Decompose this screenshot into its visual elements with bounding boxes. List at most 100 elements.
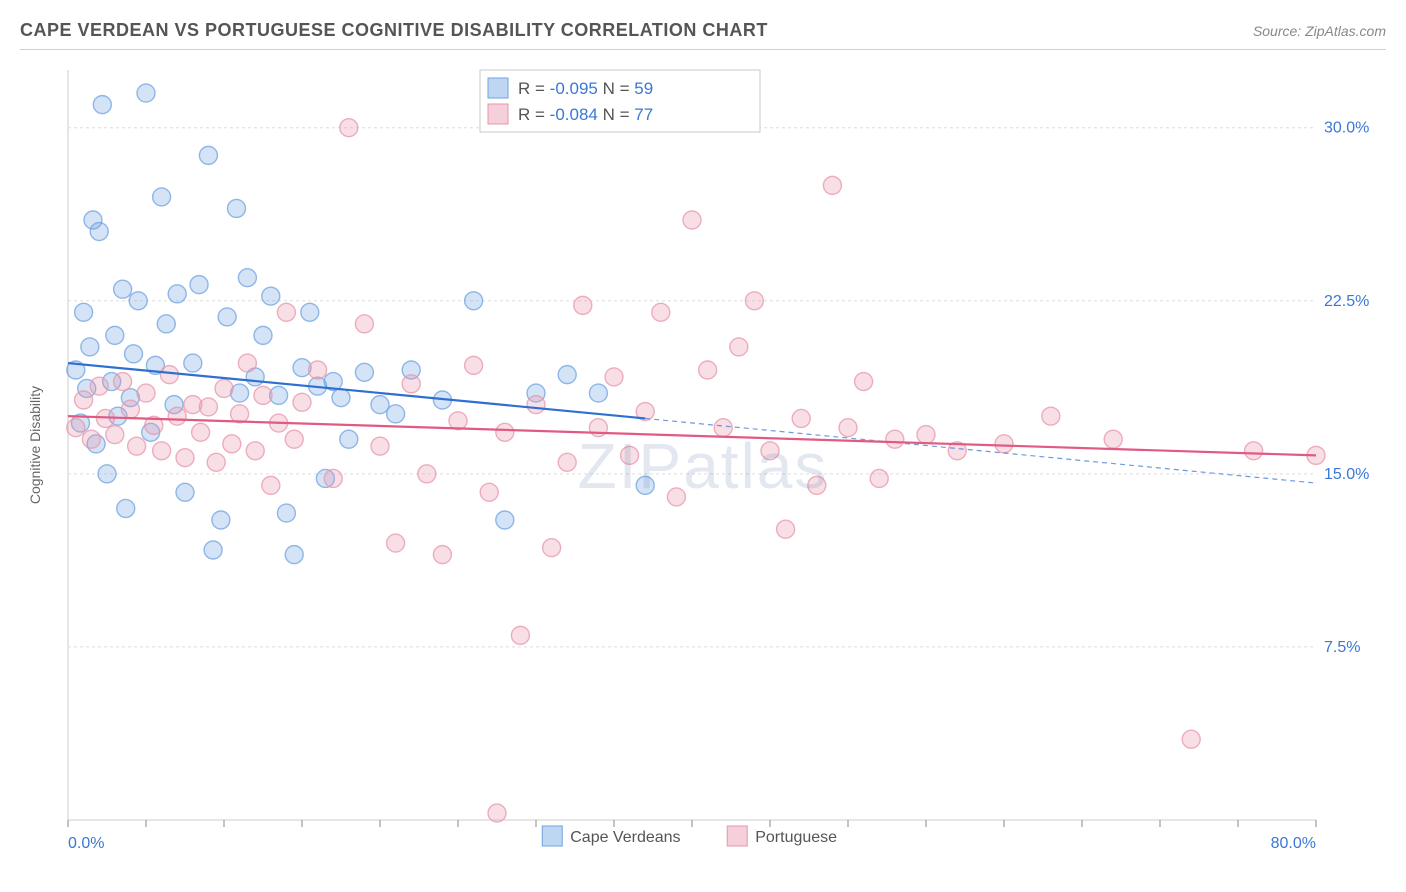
scatter-point (106, 326, 124, 344)
bottom-legend-label: Portuguese (755, 829, 837, 846)
source-name: ZipAtlas.com (1305, 23, 1386, 39)
source-prefix: Source: (1253, 23, 1305, 39)
scatter-point (1245, 442, 1263, 460)
scatter-point (683, 211, 701, 229)
scatter-point (745, 292, 763, 310)
scatter-point (371, 396, 389, 414)
scatter-point (254, 326, 272, 344)
scatter-point (1182, 730, 1200, 748)
y-grid-label: 30.0% (1324, 120, 1369, 137)
scatter-point (238, 354, 256, 372)
scatter-point (488, 804, 506, 822)
chart-title: CAPE VERDEAN VS PORTUGUESE COGNITIVE DIS… (20, 20, 768, 41)
scatter-point (160, 366, 178, 384)
scatter-point (90, 377, 108, 395)
legend-stats-row: R = -0.095 N = 59 (518, 79, 653, 98)
bottom-legend-swatch (727, 826, 747, 846)
scatter-point (204, 541, 222, 559)
scatter-point (730, 338, 748, 356)
chart-header: CAPE VERDEAN VS PORTUGUESE COGNITIVE DIS… (20, 20, 1386, 50)
scatter-point (433, 546, 451, 564)
scatter-point (839, 419, 857, 437)
scatter-point (340, 119, 358, 137)
scatter-point (212, 511, 230, 529)
chart-source: Source: ZipAtlas.com (1253, 23, 1386, 39)
scatter-point (355, 315, 373, 333)
scatter-point (184, 354, 202, 372)
bottom-legend-swatch (542, 826, 562, 846)
x-min-label: 0.0% (68, 835, 104, 852)
scatter-point (238, 269, 256, 287)
scatter-point (199, 398, 217, 416)
scatter-point (215, 379, 233, 397)
scatter-point (496, 423, 514, 441)
scatter-point (340, 430, 358, 448)
scatter-point (277, 303, 295, 321)
y-grid-label: 22.5% (1324, 293, 1369, 310)
scatter-point (527, 396, 545, 414)
scatter-point (917, 426, 935, 444)
scatter-point (332, 389, 350, 407)
plot-container: 7.5%15.0%22.5%30.0%0.0%80.0%Cognitive Di… (20, 60, 1386, 872)
scatter-point (667, 488, 685, 506)
bottom-legend-label: Cape Verdeans (570, 829, 680, 846)
scatter-point (90, 223, 108, 241)
scatter-point (465, 292, 483, 310)
x-max-label: 80.0% (1271, 835, 1316, 852)
scatter-point (1042, 407, 1060, 425)
legend-swatch (488, 104, 508, 124)
scatter-point (652, 303, 670, 321)
scatter-point (699, 361, 717, 379)
scatter-point (117, 499, 135, 517)
scatter-point (227, 199, 245, 217)
scatter-point (93, 96, 111, 114)
scatter-point (75, 303, 93, 321)
scatter-point (301, 303, 319, 321)
legend-swatch (488, 78, 508, 98)
scatter-point (480, 483, 498, 501)
scatter-point (589, 384, 607, 402)
scatter-point (114, 373, 132, 391)
scatter-point (75, 391, 93, 409)
scatter-point (324, 469, 342, 487)
scatter-point (543, 539, 561, 557)
scatter-point (293, 393, 311, 411)
scatter-point (309, 361, 327, 379)
y-grid-label: 15.0% (1324, 466, 1369, 483)
scatter-point (168, 407, 186, 425)
scatter-point (262, 287, 280, 305)
scatter-point (574, 296, 592, 314)
scatter-point (137, 384, 155, 402)
scatter-point (218, 308, 236, 326)
scatter-point (402, 375, 420, 393)
scatter-point (98, 465, 116, 483)
scatter-point (558, 366, 576, 384)
scatter-point (714, 419, 732, 437)
scatter-point (153, 188, 171, 206)
scatter-point (855, 373, 873, 391)
scatter-point (207, 453, 225, 471)
scatter-point (621, 446, 639, 464)
scatter-point (231, 405, 249, 423)
scatter-point (176, 483, 194, 501)
scatter-point (176, 449, 194, 467)
scatter-point (285, 430, 303, 448)
scatter-point (558, 453, 576, 471)
scatter-point (823, 176, 841, 194)
scatter-point (246, 442, 264, 460)
scatter-point (121, 400, 139, 418)
scatter-point (387, 534, 405, 552)
legend-stats-row: R = -0.084 N = 77 (518, 105, 653, 124)
scatter-point (137, 84, 155, 102)
scatter-point (371, 437, 389, 455)
scatter-point (153, 442, 171, 460)
scatter-point (761, 442, 779, 460)
scatter-point (277, 504, 295, 522)
scatter-point (418, 465, 436, 483)
scatter-point (496, 511, 514, 529)
scatter-point (82, 430, 100, 448)
scatter-point (777, 520, 795, 538)
scatter-point (808, 476, 826, 494)
scatter-point (886, 430, 904, 448)
scatter-point (511, 626, 529, 644)
